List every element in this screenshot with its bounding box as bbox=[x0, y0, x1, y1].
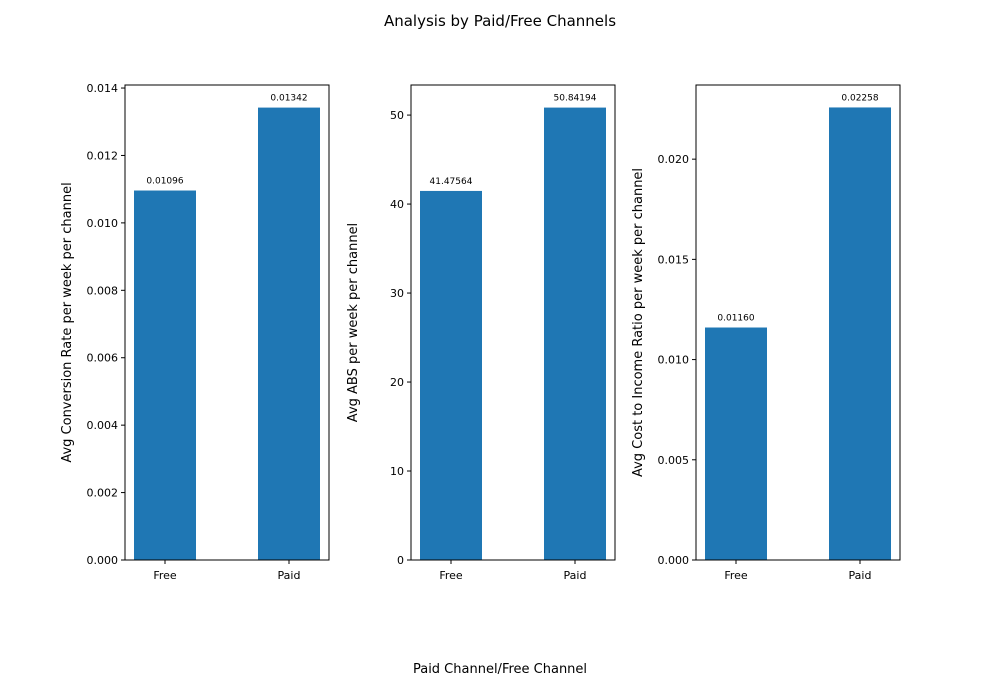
x-tick-label: Paid bbox=[278, 569, 301, 582]
data-label-paid: 0.01342 bbox=[270, 94, 307, 104]
subplot-1: 0.01096 Free 0.01342 Paid 0.000 0.002 0.004 0.0… bbox=[60, 82, 330, 582]
data-label-paid: 0.02258 bbox=[841, 93, 878, 103]
x-tick-label: Free bbox=[724, 569, 748, 582]
y-tick-label: 0.004 bbox=[87, 419, 119, 432]
bar-free bbox=[420, 190, 482, 560]
bar-paid bbox=[258, 107, 320, 560]
subplot-3: 0.01160 Free 0.02258 Paid 0.000 0.005 0.010 0.0… bbox=[631, 84, 901, 582]
y-tick-label: 0.012 bbox=[87, 149, 119, 162]
y-tick-label: 0.010 bbox=[658, 354, 690, 367]
y-tick-label: 50 bbox=[390, 109, 404, 122]
subplot-2: 41.47564 Free 50.84194 Paid 0 10 20 30 40 50 Avg A… bbox=[346, 84, 616, 582]
y-axis-label: Avg ABS per week per channel bbox=[346, 223, 361, 422]
bar-free bbox=[134, 190, 196, 560]
figure-title: Analysis by Paid/Free Channels bbox=[384, 12, 616, 30]
axes-frame bbox=[124, 84, 330, 561]
x-tick-label: Free bbox=[153, 569, 177, 582]
y-tick-label: 0.002 bbox=[87, 487, 119, 500]
y-tick-label: 10 bbox=[390, 465, 404, 478]
data-label-free: 41.47564 bbox=[430, 177, 473, 187]
subplots: 0.01096 Free 0.01342 Paid 0.000 0.002 0.004 0.0… bbox=[60, 82, 901, 582]
x-tick-label: Paid bbox=[564, 569, 587, 582]
y-tick-label: 0.014 bbox=[87, 82, 119, 95]
y-tick-label: 0 bbox=[397, 554, 404, 567]
figure-x-axis-label: Paid Channel/Free Channel bbox=[413, 662, 587, 677]
y-axis-label: Avg Cost to Income Ratio per week per ch… bbox=[631, 168, 646, 477]
y-tick-label: 0.005 bbox=[658, 454, 690, 467]
y-tick-label: 0.008 bbox=[87, 284, 119, 297]
data-label-free: 0.01160 bbox=[717, 314, 754, 324]
y-axis-label: Avg Conversion Rate per week per channel bbox=[60, 182, 75, 462]
axes-frame bbox=[410, 84, 616, 561]
y-tick-label: 0.000 bbox=[87, 554, 119, 567]
x-tick-label: Paid bbox=[849, 569, 872, 582]
y-tick-label: 0.020 bbox=[658, 153, 690, 166]
y-tick-label: 40 bbox=[390, 198, 404, 211]
y-tick-label: 30 bbox=[390, 287, 404, 300]
x-tick-label: Free bbox=[439, 569, 463, 582]
y-tick-label: 0.006 bbox=[87, 352, 119, 365]
axes-frame bbox=[695, 84, 901, 561]
bar-paid bbox=[829, 107, 891, 560]
y-tick-label: 0.010 bbox=[87, 217, 119, 230]
y-tick-label: 0.015 bbox=[658, 253, 690, 266]
y-tick-label: 20 bbox=[390, 376, 404, 389]
y-tick-label: 0.000 bbox=[658, 554, 690, 567]
data-label-free: 0.01096 bbox=[146, 177, 183, 187]
data-label-paid: 50.84194 bbox=[554, 94, 597, 104]
bar-paid bbox=[544, 107, 606, 560]
bar-free bbox=[705, 327, 767, 560]
